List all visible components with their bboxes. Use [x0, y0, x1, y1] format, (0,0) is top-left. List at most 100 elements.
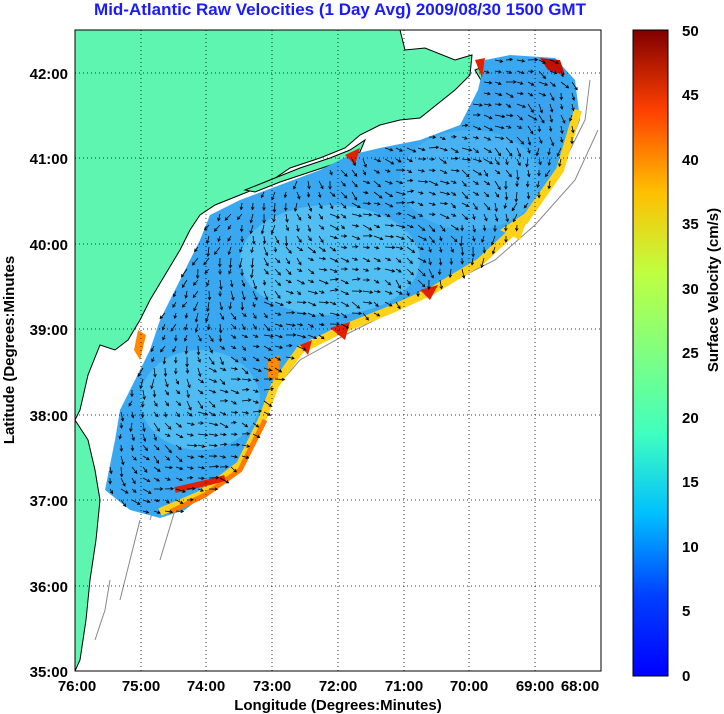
velocity-arrow	[340, 202, 347, 209]
velocity-arrow	[240, 268, 244, 277]
colorbar-tick: 25	[682, 345, 699, 362]
velocity-arrow	[450, 224, 460, 231]
y-tick: 37:00	[30, 493, 68, 510]
velocity-arrow	[395, 224, 406, 229]
velocity-arrow	[417, 235, 428, 241]
velocity-arrow	[131, 488, 137, 493]
velocity-arrow	[362, 224, 373, 231]
velocity-arrow	[307, 290, 319, 295]
velocity-arrow	[184, 312, 189, 319]
velocity-arrow	[285, 323, 296, 327]
velocity-arrow	[535, 147, 540, 157]
velocity-arrow	[395, 180, 404, 185]
velocity-arrow	[362, 278, 371, 282]
velocity-arrow	[153, 400, 158, 407]
velocity-arrow	[329, 257, 339, 263]
velocity-arrow	[351, 289, 363, 293]
velocity-arrow	[119, 466, 124, 478]
velocity-arrow	[406, 189, 415, 194]
velocity-arrow	[406, 178, 414, 183]
velocity-arrow	[236, 213, 243, 221]
velocity-arrow	[450, 147, 459, 153]
velocity-arrow	[164, 378, 169, 388]
velocity-arrow	[296, 191, 301, 200]
velocity-arrow	[494, 114, 506, 119]
velocity-arrow	[428, 268, 434, 279]
y-tick: 36:00	[30, 579, 68, 596]
velocity-arrow	[153, 455, 160, 464]
velocity-arrow	[274, 323, 284, 328]
velocity-arrow	[395, 268, 402, 273]
velocity-arrow	[274, 345, 284, 349]
velocity-arrow	[340, 301, 350, 307]
velocity-arrow	[153, 498, 160, 503]
velocity-arrow	[406, 235, 415, 243]
velocity-arrow	[483, 136, 492, 141]
velocity-arrow	[373, 191, 383, 199]
colorbar-tick: 35	[682, 216, 699, 233]
velocity-arrow	[459, 235, 464, 247]
velocity-arrow	[438, 257, 443, 266]
velocity-arrow	[395, 290, 403, 295]
velocity-arrow	[230, 454, 238, 459]
velocity-arrow	[351, 213, 363, 218]
velocity-arrow	[317, 191, 322, 199]
velocity-arrow	[192, 279, 199, 286]
land-long-island	[243, 138, 367, 193]
velocity-arrow	[384, 191, 394, 198]
velocity-arrow	[252, 290, 258, 301]
velocity-arrow	[186, 433, 194, 437]
velocity-arrow	[559, 136, 564, 144]
velocity-arrow	[241, 290, 246, 301]
velocity-field	[105, 55, 582, 518]
velocity-arrow	[480, 257, 485, 269]
velocity-arrow	[516, 59, 526, 63]
velocity-arrow	[274, 377, 286, 382]
velocity-arrow	[373, 266, 381, 271]
velocity-arrow	[180, 268, 188, 278]
velocity-arrow	[494, 202, 498, 213]
velocity-arrow	[197, 488, 204, 492]
velocity-arrow	[494, 180, 501, 191]
velocity-arrow	[384, 245, 396, 250]
velocity-arrow	[241, 334, 249, 339]
velocity-arrow	[263, 246, 269, 257]
velocity-arrow	[460, 257, 464, 265]
velocity-arrow	[262, 235, 267, 245]
velocity-arrow	[516, 125, 523, 129]
velocity-arrow	[494, 125, 505, 130]
velocity-arrow	[439, 213, 450, 219]
velocity-arrow	[285, 310, 296, 315]
velocity-arrow	[175, 400, 182, 406]
velocity-arrow	[164, 477, 171, 481]
velocity-arrow	[482, 246, 487, 254]
velocity-arrow	[571, 92, 576, 101]
velocity-arrow	[227, 246, 232, 256]
velocity-arrow	[263, 334, 274, 338]
velocity-arrow	[373, 257, 381, 262]
velocity-arrow	[439, 169, 448, 174]
velocity-arrow	[428, 168, 436, 173]
velocity-arrow	[483, 91, 491, 96]
velocity-arrow	[549, 92, 555, 102]
velocity-arrow	[239, 224, 244, 233]
velocity-arrow	[175, 422, 183, 428]
colorbar-label: Surface Velocity (cm/s)	[705, 208, 722, 372]
velocity-arrow	[230, 420, 237, 425]
velocity-arrow	[351, 277, 361, 281]
velocity-arrow	[340, 312, 348, 319]
velocity-arrow	[527, 114, 538, 121]
velocity-arrow	[219, 312, 225, 321]
velocity-arrow	[160, 345, 166, 353]
velocity-arrow	[384, 268, 396, 273]
velocity-arrow	[252, 409, 263, 414]
velocity-arrow	[483, 213, 488, 222]
velocity-arrow	[194, 323, 199, 333]
velocity-arrow	[450, 135, 457, 139]
colorbar-tick: 20	[682, 410, 699, 427]
velocity-arrow	[274, 279, 282, 287]
velocity-arrow	[131, 499, 141, 505]
velocity-arrow	[141, 400, 145, 408]
velocity-arrow	[164, 389, 169, 396]
velocity-arrow	[329, 169, 333, 176]
